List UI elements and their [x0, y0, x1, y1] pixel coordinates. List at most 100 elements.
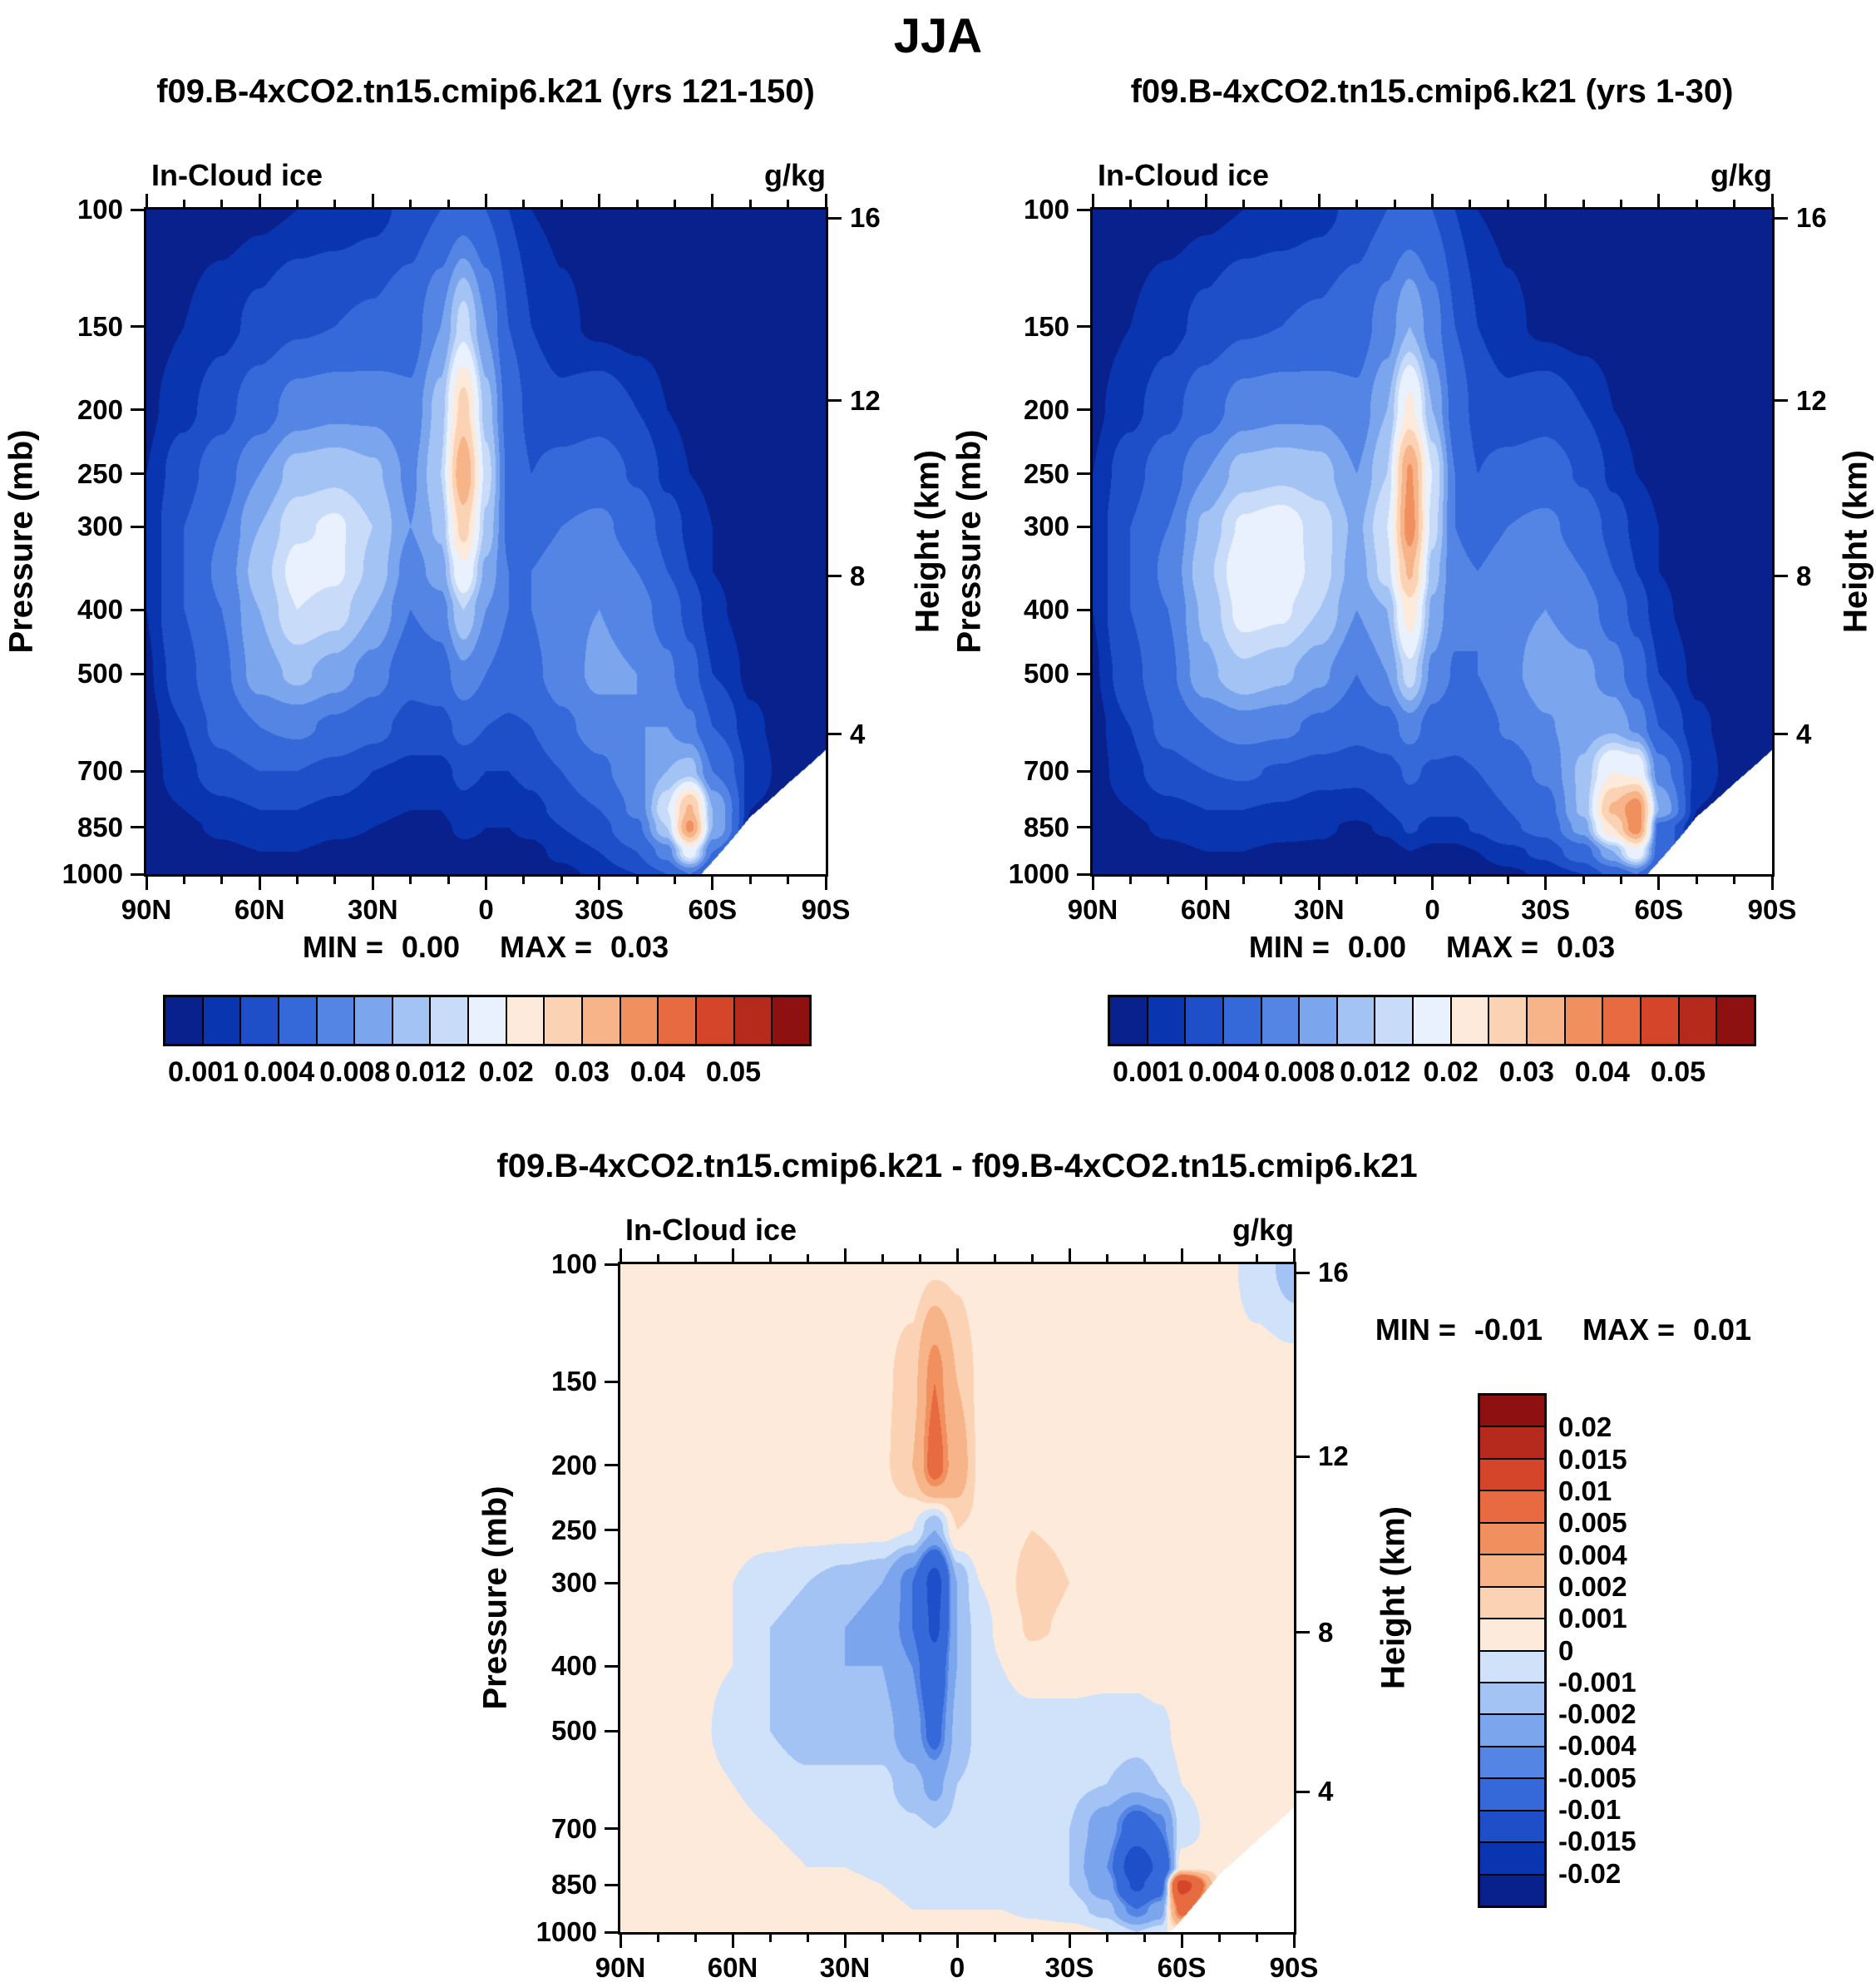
colorbar-tick-label: 0.02 — [1423, 1056, 1479, 1088]
pressure-axis-tick — [131, 826, 144, 829]
x-tick-label: 60N — [1180, 894, 1232, 925]
pressure-axis-tick — [605, 1930, 618, 1934]
x-axis-tick — [485, 877, 487, 890]
x-axis-tick — [1030, 1254, 1034, 1262]
panel2-max-value: 0.03 — [1557, 930, 1616, 964]
panel2-minmax: MIN = 0.00 MAX = 0.03 — [1249, 930, 1615, 965]
panel2-min-value: 0.00 — [1347, 930, 1406, 964]
x-axis-tick — [560, 200, 563, 207]
colorbar-tick-label: 0.01 — [1558, 1475, 1612, 1506]
pressure-axis-tick — [1077, 525, 1090, 528]
x-axis-tick — [1393, 877, 1396, 884]
x-axis-tick — [673, 200, 676, 207]
colorbar-tick-label: 0.008 — [319, 1056, 391, 1088]
x-axis-tick — [787, 877, 790, 884]
height-tick-label: 4 — [1318, 1776, 1334, 1807]
x-axis-tick — [1431, 877, 1434, 890]
colorbar-tick-label: 0.008 — [1264, 1056, 1335, 1088]
x-axis-tick — [522, 877, 526, 884]
pressure-axis-tick — [1077, 408, 1090, 412]
pressure-tick-label: 300 — [77, 511, 123, 542]
figure-title: JJA — [893, 9, 983, 63]
colorbar-tick-label: 0.015 — [1558, 1443, 1627, 1475]
height-axis-tick — [828, 733, 842, 736]
panel3-colorbar — [1478, 1393, 1547, 1908]
height-tick-label: 16 — [850, 202, 881, 234]
x-axis-tick — [635, 877, 639, 884]
height-tick-label: 8 — [1796, 560, 1812, 591]
panel1-variable-label: In-Cloud ice — [151, 158, 323, 192]
x-axis-tick — [1582, 200, 1585, 207]
pressure-tick-label: 700 — [1023, 755, 1069, 787]
panel3-minmax: MIN = -0.01 MAX = 0.01 — [1375, 1312, 1751, 1347]
pressure-tick-label: 400 — [77, 594, 123, 625]
colorbar-cell — [1480, 1585, 1544, 1619]
colorbar-cell — [1260, 997, 1299, 1044]
panel3-title: f09.B-4xCO2.tn15.cmip6.k21 - f09.B-4xCO2… — [496, 1148, 1418, 1184]
x-axis-tick — [182, 877, 185, 884]
pressure-tick-label: 1000 — [536, 1916, 597, 1947]
colorbar-cell — [1639, 997, 1678, 1044]
pressure-axis-tick — [605, 1263, 618, 1266]
colorbar-cell — [581, 997, 620, 1044]
pressure-tick-label: 250 — [550, 1514, 597, 1545]
colorbar-tick-label: 0 — [1558, 1634, 1574, 1666]
x-axis-tick — [296, 200, 299, 207]
panel3-plot-area — [618, 1262, 1296, 1935]
x-axis-tick — [1030, 1935, 1034, 1942]
x-axis-tick — [748, 200, 752, 207]
panel2-title: f09.B-4xCO2.tn15.cmip6.k21 (yrs 1-30) — [1130, 73, 1734, 110]
x-axis-tick — [182, 200, 185, 207]
x-axis-tick — [1770, 194, 1774, 207]
colorbar-cell — [1480, 1396, 1544, 1426]
panel3-units-label: g/kg — [1232, 1213, 1294, 1247]
x-axis-tick — [522, 200, 526, 207]
pressure-axis-tick — [131, 872, 144, 876]
colorbar-tick-label: -0.005 — [1558, 1762, 1637, 1793]
x-tick-label: 0 — [949, 1952, 965, 1982]
colorbar-cell — [1480, 1745, 1544, 1778]
x-axis-tick — [258, 194, 261, 207]
x-axis-tick — [1619, 877, 1622, 884]
panel1-minmax: MIN = 0.00 MAX = 0.03 — [303, 930, 669, 965]
x-axis-tick — [1393, 200, 1396, 207]
panel2-plot-area — [1090, 207, 1775, 877]
colorbar-cell — [1374, 997, 1413, 1044]
x-axis-tick — [447, 877, 450, 884]
colorbar-cell — [771, 997, 809, 1044]
x-axis-tick — [1105, 1935, 1108, 1942]
x-axis-tick — [1770, 877, 1774, 890]
pressure-tick-label: 700 — [77, 755, 123, 787]
colorbar-cell — [657, 997, 695, 1044]
x-axis-tick — [1582, 877, 1585, 884]
pressure-tick-label: 200 — [1023, 393, 1069, 425]
x-axis-tick — [1204, 877, 1207, 890]
x-axis-tick — [1255, 1935, 1258, 1942]
x-axis-tick — [1695, 877, 1698, 884]
x-axis-tick — [635, 200, 639, 207]
panel2-units-label: g/kg — [1710, 158, 1772, 192]
colorbar-cell — [1480, 1490, 1544, 1522]
x-axis-tick — [881, 1935, 884, 1942]
x-axis-tick — [1619, 200, 1622, 207]
colorbar-cell — [1184, 997, 1222, 1044]
colorbar-cell — [315, 997, 354, 1044]
height-tick-label: 16 — [1796, 202, 1827, 234]
panel2-max-label: MAX = — [1445, 930, 1539, 964]
x-axis-tick — [748, 877, 752, 884]
x-axis-tick — [1242, 200, 1246, 207]
panel1-height-axis-title: Height (km) — [909, 450, 946, 633]
colorbar-cell — [1563, 997, 1602, 1044]
x-axis-tick — [1355, 200, 1359, 207]
panel2-variable-label: In-Cloud ice — [1098, 158, 1269, 192]
x-axis-tick — [1204, 194, 1207, 207]
height-axis-tick — [1296, 1271, 1310, 1274]
x-tick-label: 90N — [1067, 894, 1118, 925]
x-axis-tick — [1217, 1254, 1221, 1262]
colorbar-tick-label: -0.001 — [1558, 1666, 1637, 1698]
colorbar-tick-label: -0.004 — [1558, 1730, 1637, 1762]
colorbar-tick-label: 0.012 — [1340, 1056, 1411, 1088]
x-axis-tick — [1544, 877, 1548, 890]
pressure-axis-tick — [1077, 208, 1090, 211]
height-axis-tick — [1296, 1790, 1310, 1793]
